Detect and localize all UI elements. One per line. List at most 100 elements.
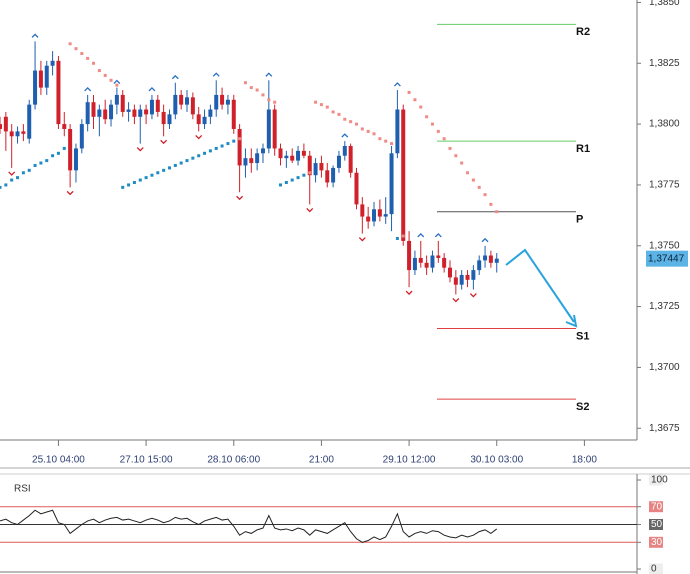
sar-dot xyxy=(162,168,166,172)
x-tick-label: 27.10 15:00 xyxy=(120,455,173,466)
rsi-tick-label: 50 xyxy=(651,519,663,530)
sar-dot xyxy=(430,122,434,126)
candle-body xyxy=(214,94,219,110)
rsi-tick-box xyxy=(649,474,663,486)
sar-dot xyxy=(185,159,189,163)
sar-dot xyxy=(471,178,475,182)
rsi-tick-label: 100 xyxy=(651,475,668,486)
sar-dot xyxy=(115,83,119,87)
y-tick-label: 1,3825 xyxy=(649,58,680,69)
candle-body xyxy=(155,99,160,112)
candle-body xyxy=(424,262,429,268)
pivot-label: S1 xyxy=(576,330,589,342)
candle-body xyxy=(290,155,295,161)
sar-dot xyxy=(27,168,31,172)
candle-body xyxy=(62,124,67,129)
candle-body xyxy=(21,131,26,134)
fractal-down xyxy=(306,207,314,213)
sar-dot xyxy=(62,146,66,150)
sar-dot xyxy=(477,185,481,189)
sar-dot xyxy=(232,139,236,143)
sar-dot xyxy=(56,151,60,155)
candle-body xyxy=(126,109,131,112)
candle-body xyxy=(389,153,394,215)
sar-dot xyxy=(454,154,458,158)
candle-body xyxy=(477,260,482,271)
fractal-up xyxy=(265,72,273,77)
sar-dot xyxy=(249,86,253,90)
y-tick-label: 1,3800 xyxy=(649,119,680,130)
candle-body xyxy=(138,109,143,117)
sar-dot xyxy=(4,183,8,187)
candle-body xyxy=(190,97,195,115)
candle-body xyxy=(307,155,312,176)
sar-dot xyxy=(407,90,411,94)
x-tick-label: 28.10 06:00 xyxy=(207,455,260,466)
candle-body xyxy=(243,158,248,166)
candle-body xyxy=(266,109,271,149)
sar-dot xyxy=(197,154,201,158)
forecast-head xyxy=(565,314,578,328)
sar-dot xyxy=(349,120,353,124)
candle-body xyxy=(272,109,277,149)
sar-dot xyxy=(401,234,405,238)
sar-dot xyxy=(173,163,177,167)
sar-dot xyxy=(372,132,376,136)
candle-body xyxy=(336,155,341,168)
candle-body xyxy=(208,109,213,117)
sar-dot xyxy=(360,127,364,131)
sar-dot xyxy=(325,105,329,109)
sar-dot xyxy=(10,178,14,182)
candle-body xyxy=(465,274,470,280)
forecast-path xyxy=(505,248,575,323)
candle-body xyxy=(38,70,43,88)
fractal-up xyxy=(434,232,442,238)
fractal-up xyxy=(481,237,489,243)
sar-dot xyxy=(319,103,323,107)
sar-dot xyxy=(273,100,277,104)
fractal-down xyxy=(236,195,244,201)
candle-body xyxy=(0,124,2,129)
sar-dot xyxy=(331,110,335,114)
sar-dot xyxy=(489,202,493,206)
candle-body xyxy=(372,209,377,222)
y-tick-label: 1,3675 xyxy=(649,423,680,434)
pivot-label: P xyxy=(576,214,583,226)
sar-dot xyxy=(466,171,470,175)
sar-dot xyxy=(33,163,37,167)
fractal-down xyxy=(8,171,16,176)
sar-dot xyxy=(16,176,20,180)
sar-dot xyxy=(45,159,49,163)
candle-body xyxy=(436,255,441,258)
sar-dot xyxy=(121,185,125,189)
candle-body xyxy=(360,204,365,217)
x-tick-label: 29.10 12:00 xyxy=(383,455,436,466)
sar-dot xyxy=(109,78,113,82)
fractal-up xyxy=(212,72,220,77)
candle-body xyxy=(319,163,324,171)
candle-body xyxy=(459,274,464,285)
candle-body xyxy=(354,172,359,205)
candle-body xyxy=(132,109,137,117)
fractal-up xyxy=(341,133,349,138)
fractal-down xyxy=(469,293,477,298)
candle-body xyxy=(401,109,406,241)
candle-body xyxy=(313,163,318,176)
rsi-tick-box xyxy=(649,536,663,548)
sar-dot xyxy=(220,144,224,148)
last-price-box xyxy=(646,250,688,267)
sar-dot xyxy=(390,142,394,146)
rsi-tick-box xyxy=(649,563,663,574)
candle-body xyxy=(377,209,382,217)
x-tick-label: 18:00 xyxy=(572,455,597,466)
candle-body xyxy=(73,148,78,171)
candle-body xyxy=(342,146,347,156)
fractal-down xyxy=(136,147,144,152)
candle-body xyxy=(85,102,90,125)
candle-body xyxy=(161,111,166,125)
candle-body xyxy=(494,258,499,263)
candle-body xyxy=(471,270,476,280)
fractal-up xyxy=(148,86,156,92)
